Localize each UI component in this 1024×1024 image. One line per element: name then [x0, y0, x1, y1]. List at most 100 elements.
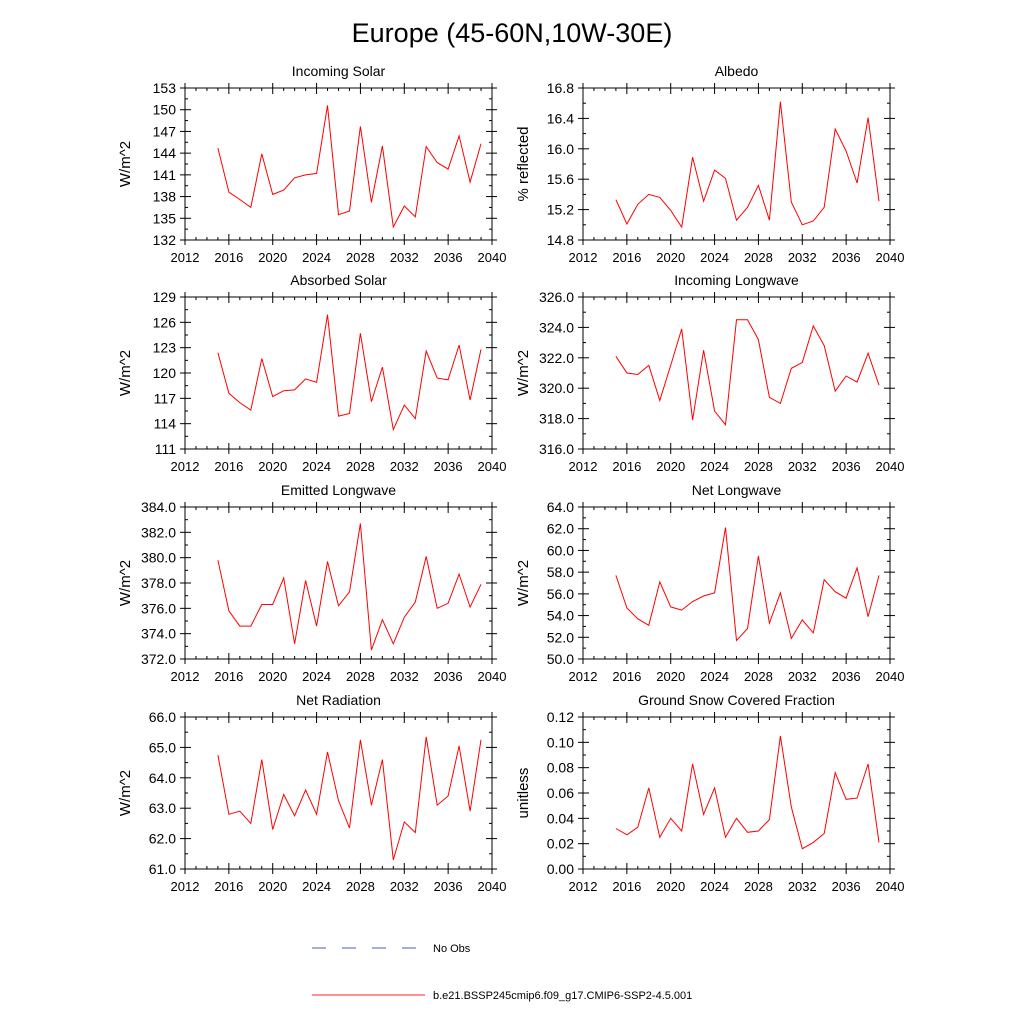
- x-tick-label: 2024: [302, 669, 331, 684]
- y-tick-label: 135: [153, 210, 177, 226]
- chart-title: Ground Snow Covered Fraction: [638, 692, 835, 708]
- y-tick-label: 62.0: [547, 521, 574, 537]
- x-tick-label: 2036: [832, 250, 861, 265]
- x-tick-label: 2028: [346, 250, 375, 265]
- x-tick-label: 2028: [346, 879, 375, 894]
- x-tick-label: 2020: [258, 459, 287, 474]
- x-tick-label: 2040: [876, 250, 905, 265]
- y-tick-label: 326.0: [539, 289, 574, 305]
- x-tick-label: 2036: [434, 250, 463, 265]
- y-tick-label: 322.0: [539, 350, 574, 366]
- y-tick-label: 372.0: [141, 651, 176, 667]
- y-tick-label: 384.0: [141, 499, 176, 515]
- x-tick-label: 2036: [434, 669, 463, 684]
- y-tick-label: 66.0: [149, 709, 176, 725]
- y-tick-label: 15.2: [547, 202, 574, 218]
- y-tick-label: 120: [153, 365, 177, 381]
- y-tick-label: 378.0: [141, 575, 176, 591]
- x-tick-label: 2040: [876, 669, 905, 684]
- plot-frame: [184, 506, 493, 660]
- x-tick-label: 2012: [171, 459, 200, 474]
- series-line: [615, 101, 880, 229]
- y-tick-label: 0.08: [547, 760, 574, 776]
- y-tick-label: 0.10: [547, 734, 574, 750]
- y-tick-label: 61.0: [149, 861, 176, 877]
- plot-frame: [184, 716, 493, 870]
- y-axis-label: W/m^2: [515, 560, 532, 606]
- y-tick-label: 374.0: [141, 626, 176, 642]
- x-tick-label: 2032: [788, 459, 817, 474]
- x-tick-label: 2016: [214, 879, 243, 894]
- chart-title: Emitted Longwave: [281, 482, 396, 498]
- y-tick-label: 114: [154, 416, 177, 432]
- y-tick-label: 52.0: [547, 629, 574, 645]
- series-line: [217, 523, 482, 651]
- x-tick-label: 2036: [832, 459, 861, 474]
- y-tick-label: 111: [155, 441, 176, 457]
- y-tick-label: 153: [153, 80, 177, 96]
- plot-frame: [582, 87, 891, 241]
- x-tick-label: 2024: [700, 669, 729, 684]
- legend-label: b.e21.BSSP245cmip6.f09_g17.CMIP6-SSP2-4.…: [433, 990, 692, 1002]
- figure-title: Europe (45-60N,10W-30E): [352, 18, 673, 48]
- chart-title: Net Longwave: [692, 482, 782, 498]
- y-axis-label: W/m^2: [117, 770, 134, 816]
- legend-label: No Obs: [433, 943, 471, 955]
- plot-frame: [184, 87, 493, 241]
- chart-title: Net Radiation: [296, 692, 381, 708]
- y-tick-label: 324.0: [539, 319, 574, 335]
- x-tick-label: 2040: [478, 669, 507, 684]
- x-tick-label: 2028: [346, 669, 375, 684]
- y-tick-label: 0.12: [547, 709, 574, 725]
- x-tick-label: 2020: [258, 250, 287, 265]
- x-tick-label: 2028: [744, 250, 773, 265]
- y-tick-label: 60.0: [547, 542, 574, 558]
- x-tick-label: 2016: [612, 459, 641, 474]
- y-tick-label: 123: [153, 340, 177, 356]
- x-tick-label: 2040: [876, 459, 905, 474]
- x-tick-label: 2016: [214, 459, 243, 474]
- x-tick-label: 2032: [788, 669, 817, 684]
- y-tick-label: 141: [153, 167, 177, 183]
- series-line: [615, 319, 880, 426]
- y-tick-label: 58.0: [547, 564, 574, 580]
- y-axis-label: W/m^2: [117, 350, 134, 396]
- x-tick-label: 2012: [569, 250, 598, 265]
- x-tick-label: 2036: [434, 459, 463, 474]
- x-tick-label: 2012: [569, 669, 598, 684]
- y-tick-label: 0.06: [547, 785, 574, 801]
- x-tick-label: 2024: [700, 879, 729, 894]
- y-tick-label: 0.02: [547, 836, 574, 852]
- chart-panel: Emitted Longwave W/m^2 2012 2016 2020 2024 202…: [117, 482, 506, 684]
- x-tick-label: 2032: [390, 250, 419, 265]
- y-tick-label: 144: [153, 145, 177, 161]
- chart-title: Absorbed Solar: [290, 272, 387, 288]
- y-axis-label: W/m^2: [117, 560, 134, 606]
- x-tick-label: 2028: [346, 459, 375, 474]
- x-tick-label: 2020: [656, 879, 685, 894]
- y-tick-label: 16.0: [547, 141, 574, 157]
- y-tick-label: 0.00: [547, 861, 574, 877]
- y-tick-label: 316.0: [539, 441, 574, 457]
- x-tick-label: 2016: [612, 669, 641, 684]
- y-axis-label: % reflected: [515, 126, 532, 201]
- x-tick-label: 2012: [171, 669, 200, 684]
- y-tick-label: 150: [153, 102, 177, 118]
- y-tick-label: 376.0: [141, 600, 176, 616]
- y-tick-label: 318.0: [539, 411, 574, 427]
- y-tick-label: 65.0: [149, 739, 176, 755]
- x-tick-label: 2020: [258, 879, 287, 894]
- x-tick-label: 2040: [478, 879, 507, 894]
- x-tick-label: 2028: [744, 459, 773, 474]
- y-tick-label: 126: [153, 314, 177, 330]
- y-tick-label: 147: [153, 123, 177, 139]
- series-line: [615, 527, 880, 642]
- x-tick-label: 2032: [390, 879, 419, 894]
- chart-panel: Incoming Solar W/m^2 2012 2016 2020 2024 2028 2…: [117, 63, 506, 265]
- chart-title: Albedo: [715, 63, 759, 79]
- x-tick-label: 2016: [214, 250, 243, 265]
- y-tick-label: 16.4: [547, 110, 574, 126]
- legend: No Obs b.e21.BSSP245cmip6.f09_g17.CMIP6-S…: [312, 943, 692, 1002]
- y-tick-label: 382.0: [141, 524, 176, 540]
- chart-title: Incoming Longwave: [674, 272, 799, 288]
